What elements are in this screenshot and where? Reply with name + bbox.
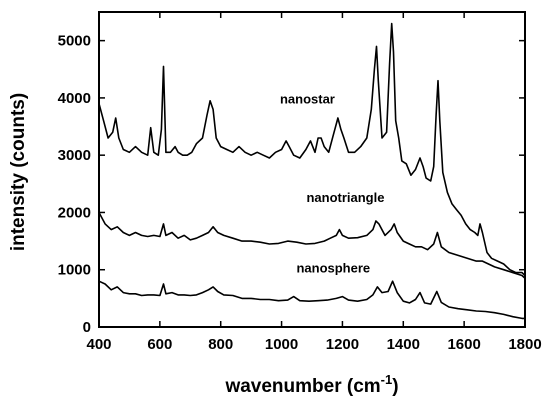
y-tick-label: 0: [83, 319, 91, 336]
annotation-layer: nanostar nanotriangle nanosphere: [280, 92, 384, 276]
series-label-nanosphere: nanosphere: [296, 261, 370, 276]
series-layer: [98, 22, 526, 320]
y-tick-label: 5000: [58, 33, 91, 50]
y-axis-title: intensity (counts): [8, 93, 29, 251]
x-axis-title-close: ): [392, 376, 398, 397]
plot-frame: [98, 11, 526, 328]
series-line-nanostar: [98, 22, 526, 277]
x-tick-label: 1000: [265, 336, 298, 353]
x-tick-label: 1600: [447, 336, 480, 353]
x-tick-label: 400: [86, 336, 111, 353]
x-tick-label: 1400: [387, 336, 420, 353]
series-label-nanostar: nanostar: [280, 92, 335, 107]
x-axis-title-superscript: -1: [381, 372, 393, 387]
series-line-nanosphere: [98, 280, 525, 320]
x-tick-label: 1800: [508, 336, 541, 353]
series-label-nanotriangle: nanotriangle: [306, 190, 384, 205]
x-tick-label: 600: [147, 336, 172, 353]
y-tick-label: 2000: [58, 204, 91, 221]
series-line-nanotriangle: [98, 212, 526, 279]
y-tick-label: 3000: [58, 147, 91, 164]
y-tick-label: 4000: [58, 90, 91, 107]
x-axis-title: wavenumber (cm-1): [224, 372, 398, 397]
y-tick-label: 1000: [58, 262, 91, 279]
x-tick-label: 1200: [326, 336, 359, 353]
x-tick-label: 800: [208, 336, 233, 353]
x-axis-title-main: wavenumber (cm: [224, 376, 380, 397]
ticks-layer: 400 600 800 1000 1200 1400 1600 1800 0 1000 2000 30…: [58, 12, 542, 353]
